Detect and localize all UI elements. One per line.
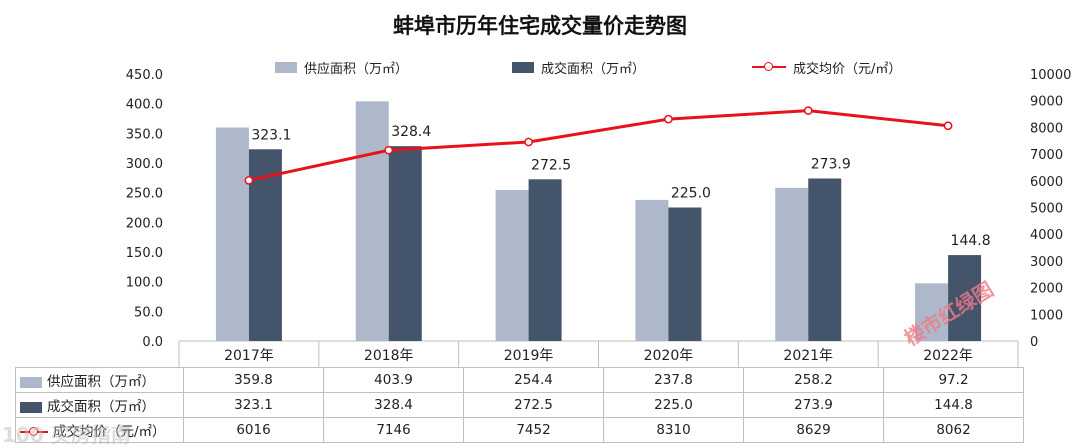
- right-axis-tick-label: 1000: [1030, 308, 1063, 323]
- left-axis-tick-label: 50.0: [134, 305, 163, 320]
- legend-swatch-supply: [275, 61, 297, 73]
- left-axis-tick-label: 250.0: [126, 187, 163, 202]
- data-label: 323.1: [251, 127, 291, 143]
- x-axis-tick-label: 2017年: [224, 348, 274, 364]
- legend-item-deal: 成交面积（万㎡）: [512, 57, 645, 77]
- price-point: [803, 106, 813, 115]
- table-cell: 6016: [183, 417, 324, 443]
- table-cell: 328.4: [323, 392, 464, 418]
- table-cell: 225.0: [603, 392, 744, 418]
- bar-supply: [215, 127, 249, 341]
- right-axis-tick-label: 0: [1030, 335, 1038, 350]
- corner-logo: 100 买房指南: [2, 423, 131, 447]
- price-point: [943, 121, 953, 131]
- left-axis-tick-label: 450.0: [126, 68, 163, 83]
- bar-deal: [388, 146, 422, 341]
- bar-supply: [915, 283, 949, 341]
- right-axis-tick-label: 5000: [1030, 202, 1063, 217]
- bar-deal: [528, 179, 562, 341]
- table-row-header: 供应面积（万㎡）: [15, 367, 184, 393]
- x-axis-tick-label: 2022年: [923, 348, 973, 364]
- table-row: 供应面积（万㎡） 359.8 403.9 254.4 237.8 258.2 9…: [15, 367, 1024, 393]
- data-label: 328.4: [391, 124, 431, 140]
- table-cell: 97.2: [883, 367, 1024, 393]
- x-axis-tick-label: 2020年: [644, 348, 694, 364]
- left-axis-tick-label: 100.0: [126, 276, 163, 291]
- table-cell: 273.9: [743, 392, 884, 418]
- table-swatch-deal: [20, 401, 42, 413]
- left-axis-tick-label: 400.0: [126, 98, 163, 113]
- legend-label-price: 成交均价（元/㎡）: [793, 61, 902, 77]
- price-point: [664, 114, 673, 124]
- left-axis-tick-label: 350.0: [126, 127, 163, 142]
- table-cell: 8310: [603, 417, 744, 443]
- bar-deal: [248, 149, 282, 341]
- legend-item-price: 成交均价（元/㎡）: [752, 57, 901, 77]
- table-cell: 254.4: [463, 367, 604, 393]
- data-label: 272.5: [531, 157, 571, 173]
- x-axis-tick-label: 2019年: [504, 348, 554, 364]
- table-cell: 8629: [743, 417, 884, 443]
- table-row: 成交面积（万㎡） 323.1 328.4 272.5 225.0 273.9 1…: [15, 392, 1024, 418]
- x-axis-tick-label: 2018年: [364, 348, 414, 364]
- legend-label-deal: 成交面积（万㎡）: [541, 61, 646, 77]
- right-axis-tick-label: 4000: [1030, 228, 1063, 243]
- table-row-label: 成交均价（元/㎡）: [53, 424, 166, 440]
- price-point: [244, 176, 254, 185]
- legend-swatch-deal: [512, 61, 534, 73]
- bar-supply: [495, 190, 529, 341]
- table-cell: 8062: [883, 417, 1024, 443]
- x-axis-tick-label: 2021年: [783, 348, 833, 364]
- table-cell: 7452: [463, 417, 604, 443]
- bar-deal: [948, 255, 982, 341]
- table-cell: 272.5: [463, 392, 604, 418]
- table-cell: 323.1: [183, 392, 324, 418]
- bar-deal: [808, 178, 842, 341]
- table-cell: 403.9: [323, 367, 464, 393]
- data-table: 供应面积（万㎡） 359.8 403.9 254.4 237.8 258.2 9…: [15, 367, 1024, 443]
- chart-title: 蚌埠市历年住宅成交量价走势图: [393, 13, 687, 38]
- table-row-header: 成交均价（元/㎡）: [15, 417, 184, 443]
- right-axis-tick-label: 9000: [1030, 95, 1063, 110]
- table-row: 成交均价（元/㎡） 6016 7146 7452 8310 8629 8062: [15, 417, 1024, 443]
- bar-supply: [635, 199, 669, 341]
- right-axis-tick-label: 3000: [1030, 255, 1063, 270]
- left-axis-tick-label: 200.0: [126, 216, 163, 231]
- data-label: 225.0: [671, 186, 711, 202]
- left-axis-tick-label: 0.0: [142, 335, 163, 350]
- bar-supply: [775, 187, 809, 341]
- bar-deal: [668, 207, 702, 341]
- legend-swatch-price: [752, 60, 786, 74]
- table-cell: 237.8: [603, 367, 744, 393]
- table-cell: 258.2: [743, 367, 884, 393]
- table-row-header: 成交面积（万㎡）: [15, 392, 184, 418]
- legend-item-supply: 供应面积（万㎡）: [275, 57, 408, 77]
- right-axis-tick-label: 2000: [1030, 282, 1063, 297]
- right-axis-tick-label: 6000: [1030, 175, 1063, 190]
- table-cell: 144.8: [883, 392, 1024, 418]
- table-row-label: 成交面积（万㎡）: [47, 399, 155, 415]
- price-line: [248, 109, 949, 182]
- price-point: [524, 137, 533, 147]
- right-axis-tick-label: 7000: [1030, 148, 1063, 163]
- data-label: 273.9: [811, 156, 851, 172]
- price-point: [384, 145, 394, 155]
- legend-label-supply: 供应面积（万㎡）: [304, 61, 409, 77]
- right-axis-tick-label: 10000: [1030, 68, 1071, 83]
- right-axis-tick-label: 8000: [1030, 121, 1063, 136]
- table-cell: 359.8: [183, 367, 324, 393]
- table-row-label: 供应面积（万㎡）: [47, 374, 155, 390]
- data-label: 144.8: [951, 233, 991, 249]
- left-axis-tick-label: 300.0: [126, 157, 163, 172]
- table-cell: 7146: [323, 417, 464, 443]
- table-swatch-price: [20, 425, 48, 439]
- bar-supply: [355, 101, 389, 342]
- left-axis-tick-label: 150.0: [126, 246, 163, 261]
- table-swatch-supply: [20, 376, 42, 388]
